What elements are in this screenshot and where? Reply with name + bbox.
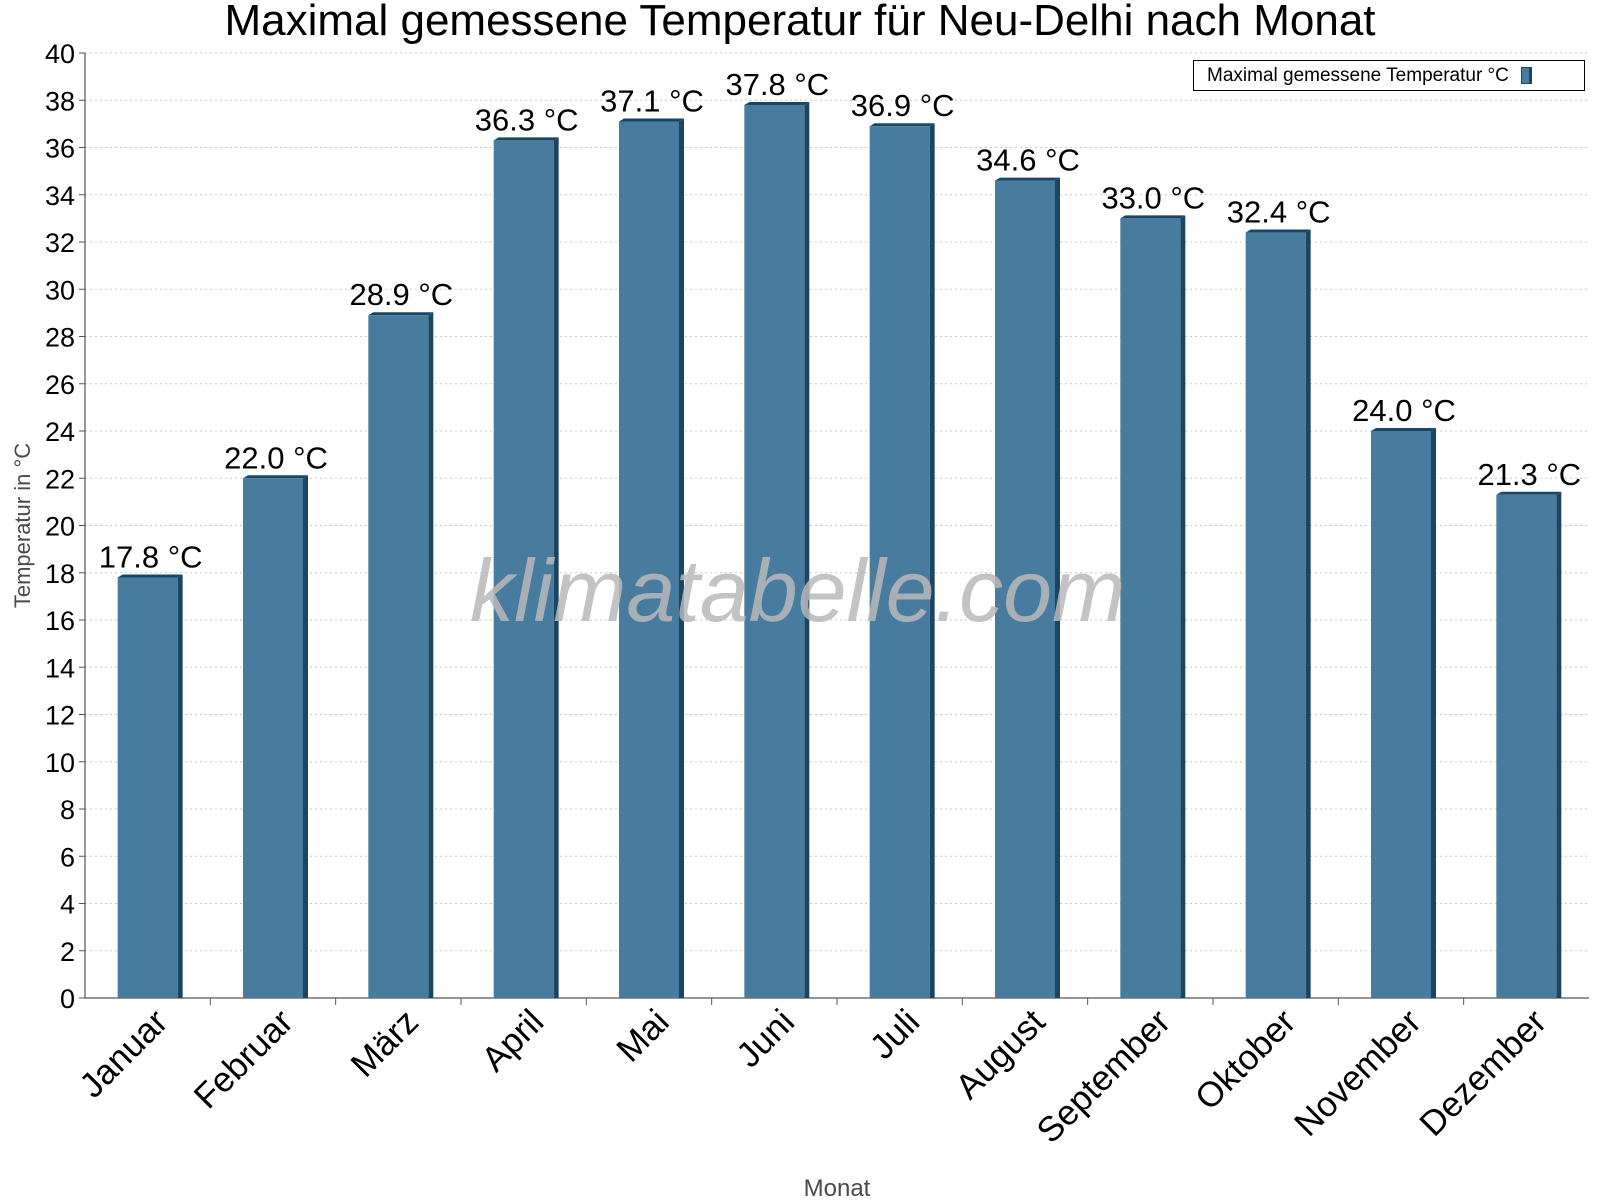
bar (368, 315, 429, 998)
y-tick-label: 40 (45, 39, 75, 69)
bar (744, 104, 805, 999)
legend-swatch (1520, 67, 1532, 84)
bar (1245, 232, 1306, 999)
data-label: 22.0 °C (224, 440, 328, 475)
x-category-label: Oktober (1188, 1002, 1304, 1118)
legend: Maximal gemessene Temperatur °C (1193, 60, 1585, 91)
bar-top-edge (1245, 229, 1311, 233)
bar-top-edge (869, 123, 935, 127)
bar-top-edge (117, 574, 183, 578)
y-tick-label: 34 (45, 181, 75, 211)
bar-top-edge (493, 137, 559, 141)
x-category-label: August (948, 1002, 1053, 1107)
x-axis-title: Monat (804, 1175, 871, 1200)
bar-side (553, 137, 559, 999)
y-tick-label: 0 (60, 984, 75, 1014)
x-category-label: November (1287, 1002, 1429, 1144)
bar (619, 121, 679, 998)
y-tick-label: 10 (45, 748, 75, 778)
bar-side (804, 101, 810, 999)
x-category-label: Juli (863, 1002, 928, 1067)
bar-top-edge (1371, 428, 1436, 431)
bar (117, 577, 178, 998)
bar-top-edge (619, 118, 684, 122)
y-tick-label: 28 (45, 323, 75, 353)
x-category-label: April (474, 1002, 551, 1079)
x-category-label: Mai (609, 1002, 676, 1069)
y-tick-label: 16 (45, 606, 75, 636)
x-category-label: März (343, 1002, 426, 1085)
bar-side (177, 574, 183, 998)
data-label: 21.3 °C (1477, 457, 1581, 492)
y-tick-label: 20 (45, 512, 75, 542)
y-tick-label: 18 (45, 559, 75, 589)
bar (1371, 431, 1431, 998)
y-tick-label: 6 (60, 842, 75, 872)
data-label: 36.9 °C (851, 88, 955, 123)
y-tick-label: 2 (60, 937, 75, 967)
y-tick-label: 38 (45, 86, 75, 116)
bar (995, 180, 1055, 998)
data-label: 17.8 °C (99, 539, 203, 574)
bar (1496, 494, 1557, 998)
data-label: 24.0 °C (1352, 393, 1456, 428)
bar-side (1305, 229, 1311, 999)
data-label: 37.1 °C (600, 84, 704, 119)
bar-side (1055, 177, 1060, 998)
bar-side (679, 118, 684, 998)
bar (869, 126, 930, 999)
y-tick-label: 32 (45, 228, 75, 258)
data-label: 32.4 °C (1227, 195, 1331, 230)
y-tick-label: 24 (45, 417, 75, 447)
y-tick-label: 22 (45, 464, 75, 494)
bar (1120, 218, 1181, 998)
legend-series-label: Maximal gemessene Temperatur °C (1207, 64, 1509, 86)
data-label: 28.9 °C (349, 277, 453, 312)
bar-top-edge (243, 475, 308, 479)
y-tick-label: 12 (45, 701, 75, 731)
bar (243, 478, 303, 998)
bar-side (428, 312, 434, 998)
bar-top-edge (995, 177, 1060, 181)
bar-side (1556, 491, 1562, 998)
bar-side (303, 475, 308, 998)
y-tick-label: 14 (45, 653, 75, 683)
x-category-label: Januar (72, 1002, 175, 1105)
x-category-label: Februar (186, 1002, 300, 1116)
data-label: 34.6 °C (976, 143, 1080, 178)
chart-title: Maximal gemessene Temperatur für Neu-Del… (224, 0, 1376, 45)
bar-top-edge (744, 101, 810, 105)
data-label: 37.8 °C (725, 67, 829, 102)
data-label: 33.0 °C (1101, 180, 1205, 215)
y-tick-label: 36 (45, 134, 75, 164)
y-tick-label: 4 (60, 890, 75, 920)
y-tick-label: 26 (45, 370, 75, 400)
data-label: 36.3 °C (475, 102, 579, 137)
bar (493, 140, 554, 999)
bar-side (929, 123, 935, 999)
y-axis-title: Temperatur in °C (10, 443, 35, 608)
x-category-label: September (1029, 1002, 1178, 1151)
y-tick-label: 8 (60, 795, 75, 825)
bar-top-edge (1120, 215, 1186, 219)
bar-top-edge (1496, 491, 1562, 495)
x-category-label: Juni (729, 1002, 802, 1075)
y-tick-label: 30 (45, 275, 75, 305)
bar-top-edge (368, 312, 434, 316)
x-category-label: Dezember (1412, 1002, 1554, 1144)
bar-side (1431, 428, 1436, 998)
bar-side (1180, 215, 1186, 998)
